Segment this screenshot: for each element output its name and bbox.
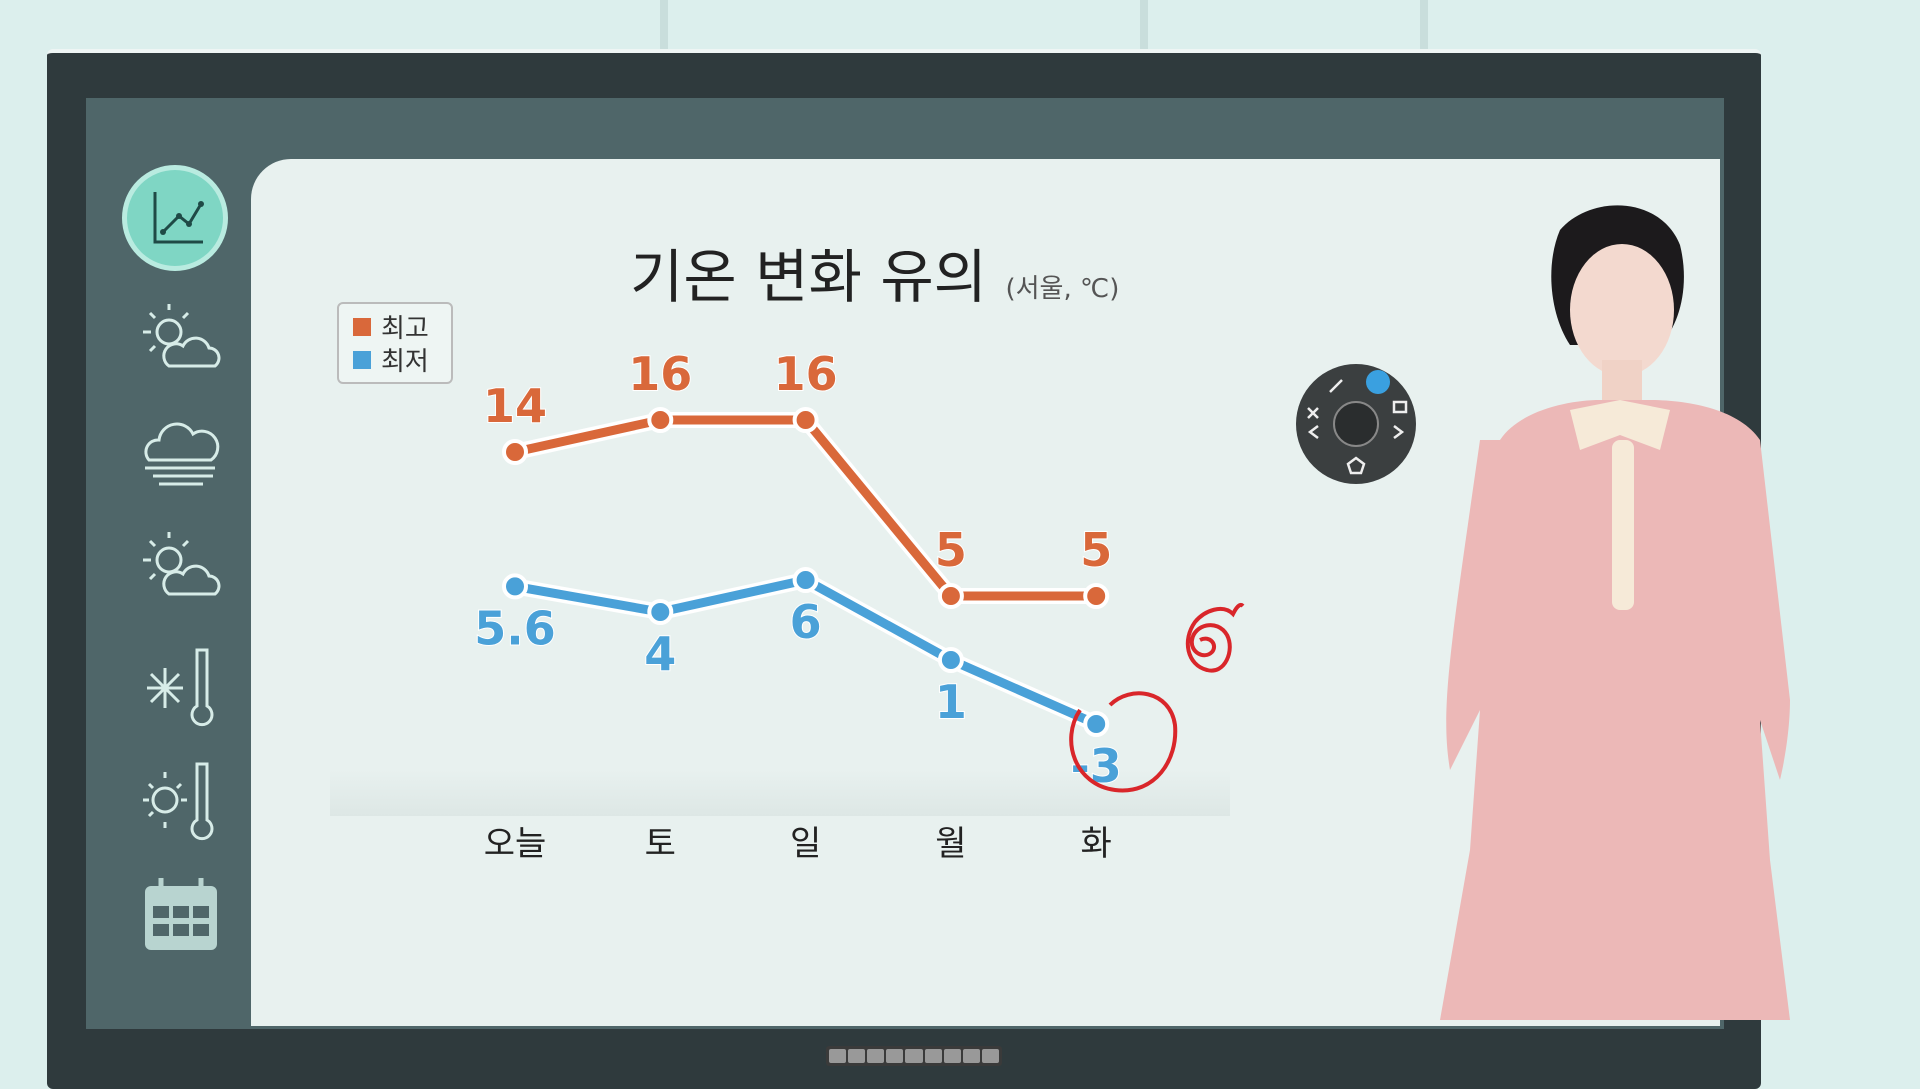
studio-background bbox=[1140, 0, 1148, 50]
studio-background bbox=[1420, 0, 1428, 50]
data-label: 1 bbox=[935, 675, 967, 729]
forward-arrow-icon bbox=[1393, 425, 1405, 439]
x-tick-label: 오늘 bbox=[484, 824, 547, 864]
legend-swatch bbox=[353, 317, 371, 336]
annotation-spiral bbox=[1185, 603, 1245, 673]
data-point bbox=[792, 407, 819, 433]
legend-swatch bbox=[353, 350, 371, 369]
move-handle-icon bbox=[1333, 401, 1379, 447]
screen-icon bbox=[1392, 400, 1408, 414]
legend-item-low: 최저 bbox=[353, 343, 437, 377]
chart-baseline-band bbox=[330, 770, 1230, 816]
snow-thermometer-icon[interactable] bbox=[135, 640, 227, 732]
data-point bbox=[647, 407, 674, 433]
legend-label: 최저 bbox=[381, 347, 429, 377]
chart-subtitle: (서울, ℃) bbox=[1005, 274, 1120, 304]
data-label: 5 bbox=[1080, 523, 1112, 577]
data-point bbox=[502, 439, 528, 465]
data-label: 16 bbox=[628, 347, 692, 401]
title-text: 기온 변화 유의 bbox=[630, 243, 988, 311]
data-point bbox=[937, 583, 964, 609]
back-arrow-icon bbox=[1307, 425, 1319, 439]
chart-title: 기온 변화 유의 (서울, ℃) bbox=[630, 230, 1119, 314]
highlighter-icon bbox=[1366, 370, 1390, 394]
legend-item-high: 최고 bbox=[353, 310, 437, 344]
data-label: 16 bbox=[774, 347, 838, 401]
fog-icon[interactable] bbox=[135, 410, 227, 502]
pencil-icon bbox=[1329, 379, 1343, 393]
sidebar-item-chart[interactable] bbox=[122, 165, 228, 271]
scissors-icon bbox=[1307, 407, 1319, 419]
partly-sunny-icon[interactable] bbox=[135, 296, 227, 388]
data-label: 5.6 bbox=[474, 601, 556, 655]
calendar-icon[interactable] bbox=[135, 870, 227, 962]
data-label: 6 bbox=[790, 595, 822, 649]
data-point bbox=[1083, 583, 1110, 609]
data-point bbox=[1083, 711, 1110, 737]
line-chart-icon bbox=[153, 192, 204, 244]
data-label: 14 bbox=[483, 379, 547, 433]
data-point bbox=[647, 599, 674, 625]
data-label: 4 bbox=[644, 627, 676, 681]
pen-tool-wheel[interactable] bbox=[1294, 362, 1418, 486]
x-tick-label: 토 bbox=[645, 824, 676, 864]
x-tick-label: 일 bbox=[790, 824, 821, 864]
board-toolbar[interactable] bbox=[826, 1046, 1002, 1066]
x-tick-label: 월 bbox=[935, 824, 966, 864]
annotation-circle bbox=[1069, 691, 1178, 793]
presenter bbox=[1440, 205, 1790, 1020]
data-point bbox=[502, 573, 528, 600]
legend: 최고 최저 bbox=[337, 302, 453, 384]
settings-icon bbox=[1346, 456, 1366, 475]
x-tick-label: 화 bbox=[1081, 824, 1112, 864]
sun-thermometer-icon[interactable] bbox=[135, 754, 227, 846]
data-point bbox=[937, 647, 964, 673]
studio-background bbox=[660, 0, 668, 50]
data-label: 5 bbox=[935, 523, 967, 577]
legend-label: 최고 bbox=[381, 314, 429, 344]
data-point bbox=[792, 567, 819, 593]
sun-cloud-icon[interactable] bbox=[135, 524, 227, 616]
